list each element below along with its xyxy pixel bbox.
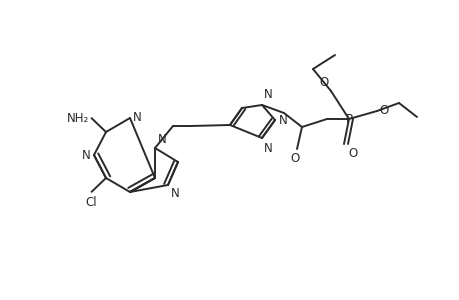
Text: P: P (345, 112, 352, 125)
Text: N: N (82, 148, 91, 161)
Text: N: N (157, 133, 166, 146)
Text: Cl: Cl (85, 196, 97, 209)
Text: O: O (319, 76, 328, 89)
Text: N: N (171, 187, 179, 200)
Text: N: N (263, 88, 272, 101)
Text: N: N (133, 110, 141, 124)
Text: O: O (347, 147, 357, 160)
Text: O: O (378, 103, 387, 116)
Text: O: O (290, 152, 299, 165)
Text: NH₂: NH₂ (67, 112, 90, 125)
Text: N: N (279, 113, 287, 127)
Text: N: N (263, 142, 272, 155)
